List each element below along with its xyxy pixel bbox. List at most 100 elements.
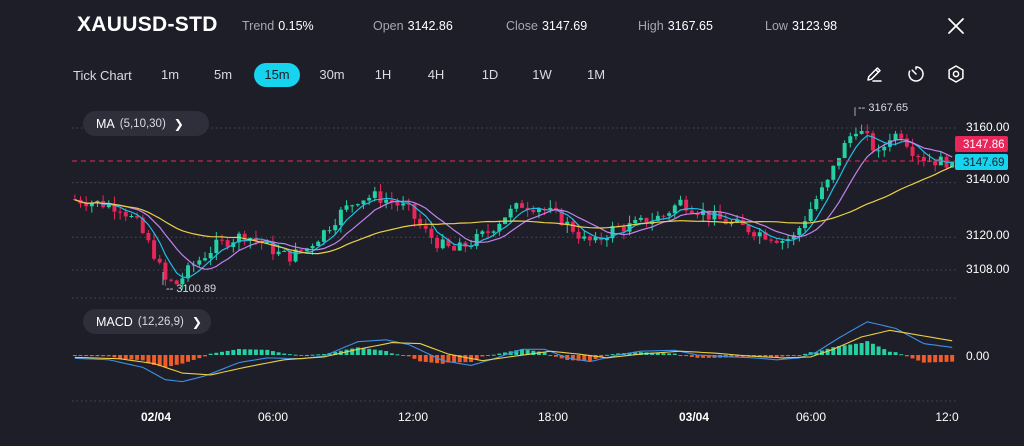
macd-histogram-bar (774, 355, 779, 358)
price-axis-label: 3108.00 (966, 262, 1010, 276)
candle (508, 205, 513, 222)
candle (853, 127, 858, 140)
candle-body (174, 280, 179, 285)
close-stat: Close 3147.69 (506, 19, 587, 33)
macd-histogram-bar (559, 355, 564, 359)
candle (480, 229, 485, 237)
candle-body (757, 232, 762, 237)
macd-histogram-bar (797, 355, 802, 356)
macd-histogram-bar (582, 355, 587, 361)
candle (321, 229, 326, 246)
timeframe-4h[interactable]: 4H (427, 67, 445, 82)
candle-body (169, 279, 174, 281)
candle (293, 242, 298, 263)
candle-body (123, 211, 128, 217)
candle (836, 157, 841, 170)
macd-histogram-bar (384, 351, 389, 355)
timeframe-1m[interactable]: 1m (160, 67, 180, 82)
timeframe-1mo[interactable]: 1M (586, 67, 606, 82)
macd-histogram-bar (129, 355, 134, 360)
macd-histogram-bar (157, 355, 162, 367)
edit-pen-button[interactable] (862, 62, 886, 86)
candle-body (836, 157, 841, 166)
macd-histogram-bar (220, 351, 224, 355)
candle (933, 160, 938, 172)
candle (208, 246, 213, 266)
macd-histogram-bar (480, 355, 485, 357)
candle (876, 144, 881, 158)
macd-histogram-bar (678, 355, 683, 356)
macd-histogram-bar (293, 354, 298, 356)
candle (667, 211, 672, 221)
candle-body (706, 210, 711, 220)
candle (769, 238, 774, 244)
ma-indicator-pill[interactable]: MA (5,10,30) ❯ (83, 111, 209, 136)
macd-histogram-bar (650, 352, 655, 355)
candle-body (118, 211, 123, 213)
macd-histogram-bar (146, 355, 151, 363)
price-axis-label: 3120.00 (966, 228, 1010, 242)
candle (644, 217, 649, 227)
timer-button[interactable] (904, 62, 928, 86)
macd-histogram-bar (887, 351, 892, 355)
macd-histogram-bar (661, 353, 666, 355)
candle-body (378, 191, 383, 203)
trend-value: 0.15% (278, 19, 314, 33)
timeframe-1w[interactable]: 1W (532, 67, 552, 82)
macd-histogram-bar (667, 353, 672, 355)
close-button[interactable] (946, 16, 966, 36)
macd-histogram-bar (706, 355, 711, 358)
candle-body (270, 241, 275, 255)
open-price-tag (955, 136, 1008, 152)
candle-body (684, 199, 689, 211)
macd-signal-line (74, 329, 953, 376)
timeframe-5m[interactable]: 5m (213, 67, 233, 82)
candle-body (367, 197, 372, 201)
macd-histogram-bar (553, 355, 558, 357)
candle (831, 165, 836, 184)
candle (757, 227, 762, 245)
macd-histogram-bar (452, 355, 457, 363)
timeframe-15m[interactable]: 15m (254, 63, 300, 87)
header-bar: XAUUSD-STD Trend 0.15% Open 3142.86 Close 3… (0, 0, 1024, 52)
macd-histogram-bar (570, 355, 575, 361)
timeframe-1d[interactable]: 1D (481, 67, 499, 82)
candle (372, 186, 377, 202)
candle-body (882, 146, 887, 151)
macd-histogram-bar (616, 353, 621, 355)
candle-body (299, 249, 304, 251)
candle-body (593, 237, 598, 241)
candle (865, 124, 870, 141)
timeframe-1h[interactable]: 1H (374, 67, 392, 82)
candle-body (820, 187, 824, 200)
ma-lines-layer (74, 134, 953, 279)
candle-body (814, 199, 819, 210)
candle-body (152, 240, 157, 259)
candle (129, 213, 134, 218)
candle (916, 153, 921, 165)
candle-body (440, 239, 445, 249)
macd-histogram-bar (938, 355, 943, 363)
macd-indicator-pill[interactable]: MACD (12,26,9) ❯ (83, 309, 211, 334)
macd-histogram-bar (95, 355, 100, 357)
candle (174, 279, 179, 285)
candle-body (242, 233, 247, 241)
macd-histogram-bar (231, 349, 236, 355)
candle-body (84, 203, 89, 207)
macd-histogram-bar (910, 355, 915, 359)
candle (140, 214, 145, 235)
candle (463, 241, 468, 253)
macd-histogram-bar (270, 351, 275, 355)
macd-histogram-bar (367, 348, 372, 355)
candle-body (208, 253, 213, 259)
high-stat: High 3167.65 (638, 19, 713, 33)
candle-body (933, 160, 938, 166)
macd-histogram-bar (236, 348, 241, 355)
candle-body (344, 205, 349, 210)
settings-button[interactable] (944, 62, 968, 86)
candle-body (531, 209, 536, 213)
candle-body (418, 218, 423, 226)
macd-line (74, 321, 953, 383)
macd-histogram-bar (163, 355, 168, 368)
timeframe-30m[interactable]: 30m (319, 67, 345, 82)
